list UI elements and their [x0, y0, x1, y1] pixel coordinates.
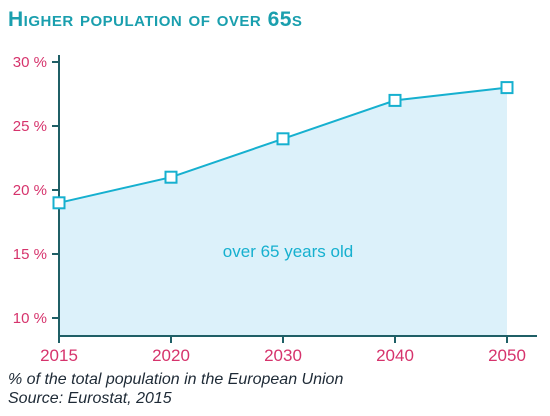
x-tick-label: 2050: [488, 346, 526, 365]
chart-notes: % of the total population in the Europea…: [8, 370, 343, 408]
x-tick-label: 2015: [40, 346, 78, 365]
data-point: [164, 170, 178, 184]
y-tick-label: 30 %: [13, 54, 47, 71]
axes-layer: [52, 55, 537, 343]
data-point: [276, 132, 290, 146]
points-layer: [52, 81, 514, 210]
y-tick-label: 15 %: [13, 246, 47, 263]
note-source: Source: Eurostat, 2015: [8, 390, 172, 407]
x-tick-label: 2030: [264, 346, 302, 365]
data-point: [388, 93, 402, 107]
area-chart: 10 % 15 % 20 % 25 % 30 % 2015 2020 2030 2040 2050…: [13, 54, 537, 365]
y-tick-label: 20 %: [13, 182, 47, 199]
note-description: % of the total population in the Europea…: [8, 371, 344, 388]
y-tick-label: 25 %: [13, 118, 47, 135]
x-tick-label: 2020: [152, 346, 190, 365]
labels-layer: 10 % 15 % 20 % 25 % 30 % 2015 2020 2030 2040 2050…: [13, 54, 526, 365]
chart-title: Higher population of over 65s: [8, 8, 303, 31]
data-point: [52, 196, 66, 210]
area-fill: [59, 87, 507, 336]
x-tick-label: 2040: [376, 346, 414, 365]
data-point: [500, 81, 514, 95]
area-layer: [59, 87, 507, 336]
area-annotation: over 65 years old: [223, 242, 353, 261]
y-tick-label: 10 %: [13, 310, 47, 327]
